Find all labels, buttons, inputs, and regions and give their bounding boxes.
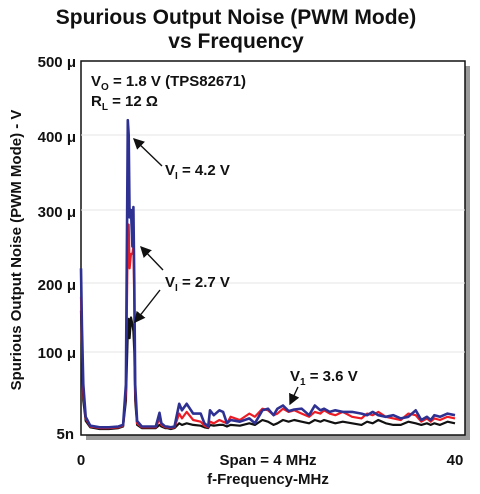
x-axis-label: f-Frequency-MHz bbox=[207, 471, 329, 488]
series-line-2 bbox=[79, 310, 456, 431]
y-tick-label-200u: 200 μ bbox=[38, 277, 76, 294]
annotation-vi-2-7v: VI = 2.7 V bbox=[165, 274, 230, 294]
condition-vo: VO = 1.8 V (TPS82671) bbox=[91, 73, 246, 93]
condition-rl: RL = 12 Ω bbox=[91, 93, 158, 113]
annotation-v1-3-6v: V1 = 3.6 V bbox=[290, 368, 358, 388]
annotation-arrow-2-7v-upper bbox=[140, 245, 164, 271]
y-tick-label-400u: 400 μ bbox=[38, 129, 76, 146]
annotation-arrow-3-6v bbox=[289, 386, 300, 406]
y-axis-label: Spurious Output Noise (PWM Mode) - V bbox=[8, 110, 25, 391]
x-axis-note: Span = 4 MHz bbox=[219, 452, 316, 469]
annotation-arrow-2-7v-lower bbox=[134, 289, 161, 324]
chart-title: Spurious Output Noise (PWM Mode) bbox=[56, 6, 416, 29]
grid-layer bbox=[81, 134, 465, 353]
annotation-arrow-4-2v bbox=[132, 138, 163, 167]
annotation-vi-4-2v: VI = 4.2 V bbox=[165, 162, 230, 182]
y-tick-label-5n: 5n bbox=[56, 426, 74, 443]
chart-subtitle: vs Frequency bbox=[168, 30, 304, 53]
x-tick-label-40: 40 bbox=[447, 452, 464, 469]
y-tick-label-500u: 500 μ bbox=[38, 54, 76, 71]
y-tick-label-100u: 100 μ bbox=[38, 345, 76, 362]
series-layer bbox=[79, 118, 456, 431]
series-line-0 bbox=[79, 118, 456, 429]
plot-area bbox=[80, 60, 466, 436]
x-tick-label-0: 0 bbox=[77, 452, 85, 469]
y-tick-label-300u: 300 μ bbox=[38, 204, 76, 221]
